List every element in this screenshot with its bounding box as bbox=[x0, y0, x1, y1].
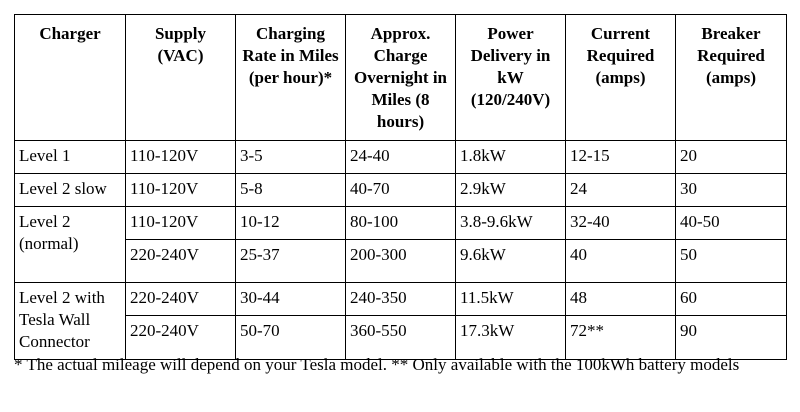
table-cell: 3.8-9.6kW bbox=[455, 206, 566, 240]
table-row: Level 2 with Tesla Wall Connector 220-240… bbox=[14, 282, 787, 360]
table-cell: 48 bbox=[565, 282, 676, 316]
table-row: 220-240V 50-70 360-550 17.3kW 72** 90 bbox=[15, 315, 787, 360]
header-cell: Breaker Required (amps) bbox=[675, 14, 787, 141]
table-cell: 30 bbox=[675, 173, 787, 207]
header-cell: Charger bbox=[14, 14, 126, 141]
table-cell: 40-70 bbox=[345, 173, 456, 207]
table-cell: 110-120V bbox=[125, 140, 236, 174]
table-cell: 220-240V bbox=[125, 315, 236, 360]
table-cell: 90 bbox=[675, 315, 787, 360]
table-cell: 60 bbox=[675, 282, 787, 316]
table-cell: 30-44 bbox=[235, 282, 346, 316]
charger-table: Charger Supply (VAC) Charging Rate in Mile… bbox=[14, 14, 787, 360]
table-cell: 5-8 bbox=[235, 173, 346, 207]
table-cell: 25-37 bbox=[235, 239, 346, 283]
table-cell: 32-40 bbox=[565, 206, 676, 240]
table-cell: 50 bbox=[675, 239, 787, 283]
table-cell: 1.8kW bbox=[455, 140, 566, 174]
header-cell: Approx. Charge Overnight in Miles (8 hou… bbox=[345, 14, 456, 141]
table-cell: 50-70 bbox=[235, 315, 346, 360]
table-row: Level 1 110-120V 3-5 24-40 1.8kW 12-15 20 bbox=[14, 140, 787, 174]
header-cell: Charging Rate in Miles (per hour)* bbox=[235, 14, 346, 141]
table-cell: 12-15 bbox=[565, 140, 676, 174]
table-cell: 40-50 bbox=[675, 206, 787, 240]
table-cell: 3-5 bbox=[235, 140, 346, 174]
header-cell: Supply (VAC) bbox=[125, 14, 236, 141]
table-cell: 9.6kW bbox=[455, 239, 566, 283]
table-cell: 80-100 bbox=[345, 206, 456, 240]
charger-cell: Level 1 bbox=[14, 140, 126, 174]
table-cell: 240-350 bbox=[345, 282, 456, 316]
footnote: * The actual mileage will depend on your… bbox=[14, 355, 740, 374]
table-cell: 17.3kW bbox=[455, 315, 566, 360]
table-cell: 40 bbox=[565, 239, 676, 283]
table-row: Level 2 (normal) 110-120V 10-12 80-100 3.8-9… bbox=[14, 206, 787, 283]
table-body: Level 1 110-120V 3-5 24-40 1.8kW 12-15 20 Level… bbox=[14, 140, 787, 360]
charger-cell: Level 2 (normal) bbox=[14, 206, 126, 283]
table-cell: 10-12 bbox=[235, 206, 346, 240]
table-cell: 220-240V bbox=[125, 282, 236, 316]
table-row: 220-240V 25-37 200-300 9.6kW 40 50 bbox=[15, 239, 787, 283]
charger-cell: Level 2 with Tesla Wall Connector bbox=[14, 282, 126, 360]
table-cell: 110-120V bbox=[125, 206, 236, 240]
table-row: Level 2 slow 110-120V 5-8 40-70 2.9kW 24 30 bbox=[14, 173, 787, 207]
table-cell: 24 bbox=[565, 173, 676, 207]
table-cell: 20 bbox=[675, 140, 787, 174]
header-cell: Current Required (amps) bbox=[565, 14, 676, 141]
table-cell: 110-120V bbox=[125, 173, 236, 207]
table-cell: 11.5kW bbox=[455, 282, 566, 316]
charger-cell: Level 2 slow bbox=[14, 173, 126, 207]
table-cell: 220-240V bbox=[125, 239, 236, 283]
header-cell: Power Delivery in kW (120/240V) bbox=[455, 14, 566, 141]
table-cell: 24-40 bbox=[345, 140, 456, 174]
header-row: Charger Supply (VAC) Charging Rate in Mile… bbox=[14, 14, 787, 141]
table-cell: 200-300 bbox=[345, 239, 456, 283]
table-cell: 2.9kW bbox=[455, 173, 566, 207]
